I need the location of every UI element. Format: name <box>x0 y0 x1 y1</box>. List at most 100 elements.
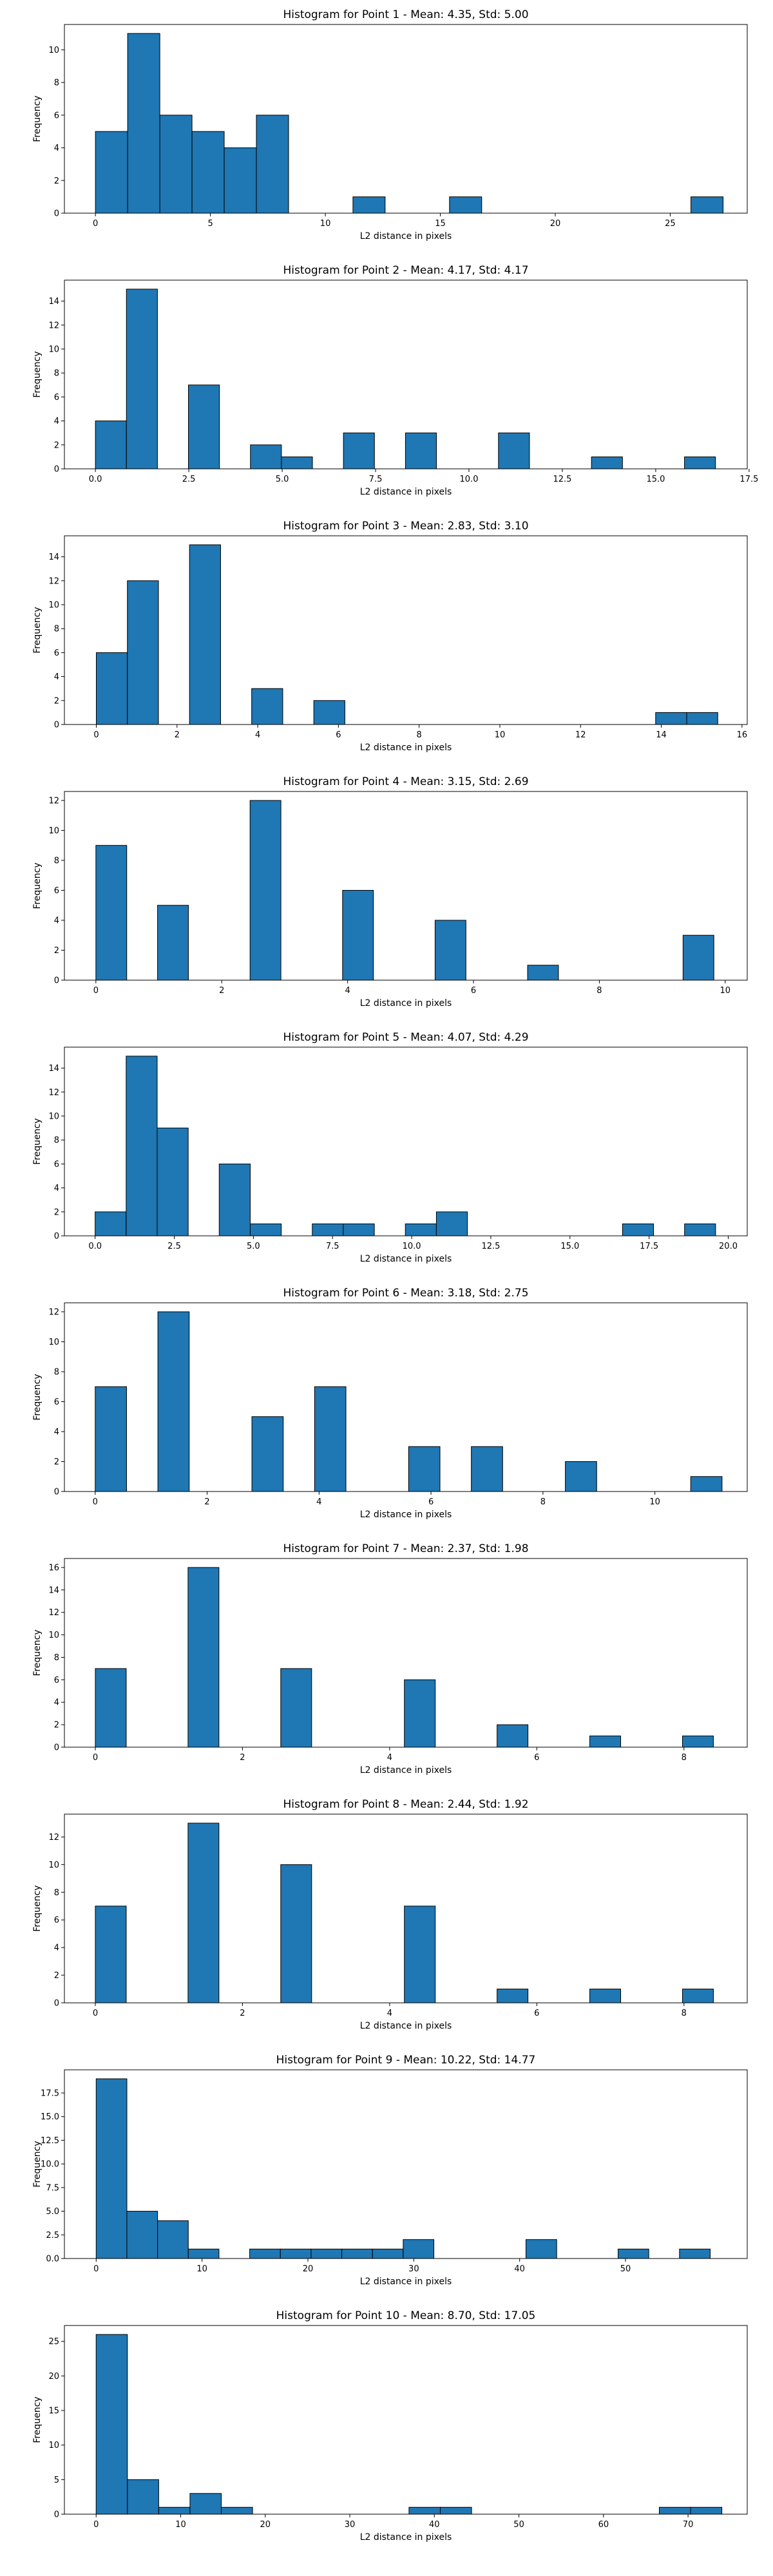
histogram-chart-6: Histogram for Point 6 - Mean: 3.18, Std:… <box>32 1287 748 1520</box>
y-tick-label: 17.5 <box>41 2088 59 2098</box>
plot-frame <box>64 24 748 214</box>
chart-title: Histogram for Point 6 - Mean: 3.18, Std:… <box>283 1287 528 1300</box>
histogram-bar <box>127 580 159 725</box>
y-tick-label: 10.0 <box>41 2160 59 2170</box>
chart-title: Histogram for Point 4 - Mean: 3.15, Std:… <box>283 775 528 788</box>
x-tick-label: 50 <box>620 2264 631 2274</box>
x-tick-label: 0 <box>93 2520 99 2530</box>
histogram-bars <box>95 289 716 469</box>
histogram-bar <box>471 1446 503 1492</box>
y-tick-label: 14 <box>48 1064 59 1074</box>
y-axis-label: Frequency <box>32 351 43 397</box>
histogram-bar <box>280 2248 312 2259</box>
plot-frame <box>64 1046 748 1236</box>
x-tick-label: 6 <box>471 986 476 996</box>
plot-frame <box>64 1814 748 2003</box>
histogram-bar <box>343 1223 375 1236</box>
x-tick-label: 0 <box>93 2264 99 2274</box>
x-tick-label: 30 <box>408 2264 419 2274</box>
histogram-chart-10: Histogram for Point 10 - Mean: 8.70, Std… <box>32 2309 748 2543</box>
histogram-bar <box>526 2239 557 2259</box>
x-tick-label: 16 <box>737 730 748 740</box>
y-tick-label: 12 <box>48 796 59 806</box>
chart-title: Histogram for Point 3 - Mean: 2.83, Std:… <box>283 520 528 533</box>
histogram-bar <box>690 2506 723 2515</box>
y-tick-label: 6 <box>54 1397 59 1407</box>
x-tick-label: 0 <box>93 219 98 229</box>
histogram-bar <box>682 1989 714 2003</box>
chart-title: Histogram for Point 10 - Mean: 8.70, Std… <box>276 2309 536 2322</box>
histogram-chart-3: Histogram for Point 3 - Mean: 2.83, Std:… <box>32 520 748 753</box>
histogram-bars <box>95 800 714 981</box>
histogram-bar <box>95 131 128 214</box>
y-tick-label: 4 <box>54 417 59 426</box>
histogram-bar <box>189 544 221 725</box>
histogram-bar <box>157 905 189 981</box>
histogram-bar <box>157 1311 190 1492</box>
y-tick-label: 2 <box>54 176 59 186</box>
histogram-bar <box>352 196 386 214</box>
x-tick-label: 2 <box>175 730 180 740</box>
y-tick-label: 2 <box>54 696 59 706</box>
y-tick-label: 2 <box>54 946 59 956</box>
y-tick-label: 12 <box>48 1833 59 1842</box>
plot-frame <box>64 791 748 981</box>
histogram-bar <box>218 1163 251 1236</box>
chart-title: Histogram for Point 7 - Mean: 2.37, Std:… <box>283 1542 528 1555</box>
plot-frame <box>64 535 748 725</box>
plot-frame <box>64 1558 748 1748</box>
histogram-bar <box>589 1736 622 1748</box>
y-tick-label: 14 <box>48 1586 59 1595</box>
histogram-bar <box>408 2506 441 2515</box>
histogram-bar <box>187 1823 220 2003</box>
histogram-bar <box>281 456 313 469</box>
x-tick-label: 12.5 <box>481 1242 500 1251</box>
histogram-bar <box>684 456 716 469</box>
x-tick-label: 8 <box>540 1497 546 1507</box>
x-axis-label: L2 distance in pixels <box>360 487 452 497</box>
y-tick-label: 10 <box>48 2441 59 2450</box>
x-tick-label: 10 <box>175 2520 186 2530</box>
histogram-bars <box>95 2078 711 2259</box>
x-tick-label: 15.0 <box>646 475 665 484</box>
x-tick-label: 6 <box>336 730 341 740</box>
y-tick-label: 7.5 <box>46 2183 59 2193</box>
histogram-bar <box>342 889 374 981</box>
x-tick-label: 10 <box>720 986 731 996</box>
y-axis-label: Frequency <box>32 95 43 142</box>
x-tick-label: 6 <box>534 2009 539 2018</box>
histogram-bar <box>497 1724 529 1748</box>
histogram-bar <box>95 1211 127 1236</box>
y-tick-label: 12 <box>48 1608 59 1618</box>
y-axis-label: Frequency <box>32 2141 43 2187</box>
y-tick-label: 8 <box>54 79 59 88</box>
y-axis-label: Frequency <box>32 607 43 653</box>
histogram-bar <box>251 688 283 725</box>
y-tick-label: 10 <box>48 600 59 610</box>
y-tick-label: 2.5 <box>46 2231 59 2240</box>
y-tick-label: 6 <box>54 649 59 658</box>
y-tick-label: 4 <box>54 672 59 682</box>
x-tick-label: 0 <box>93 1497 98 1507</box>
y-tick-label: 10 <box>48 46 59 55</box>
histogram-bar <box>95 2334 128 2515</box>
histogram-bar <box>159 115 193 214</box>
y-tick-label: 10 <box>48 345 59 354</box>
x-axis-label: L2 distance in pixels <box>360 2532 452 2543</box>
x-tick-label: 25 <box>665 219 676 229</box>
x-tick-label: 8 <box>682 2009 687 2018</box>
y-tick-label: 8 <box>54 1888 59 1898</box>
histogram-bar <box>187 2248 220 2259</box>
histogram-chart-4: Histogram for Point 4 - Mean: 3.15, Std:… <box>32 775 748 1009</box>
y-tick-label: 0 <box>54 465 59 475</box>
y-tick-label: 12 <box>48 321 59 330</box>
y-tick-label: 10 <box>48 1112 59 1121</box>
y-axis-label: Frequency <box>32 1885 43 1931</box>
x-tick-label: 10 <box>649 1497 660 1507</box>
histogram-bar <box>312 1223 344 1236</box>
histogram-bar <box>684 1223 716 1236</box>
histogram-bar <box>158 2506 191 2515</box>
x-axis-label: L2 distance in pixels <box>360 2021 452 2031</box>
y-axis-label: Frequency <box>32 862 43 909</box>
x-tick-label: 6 <box>428 1497 434 1507</box>
